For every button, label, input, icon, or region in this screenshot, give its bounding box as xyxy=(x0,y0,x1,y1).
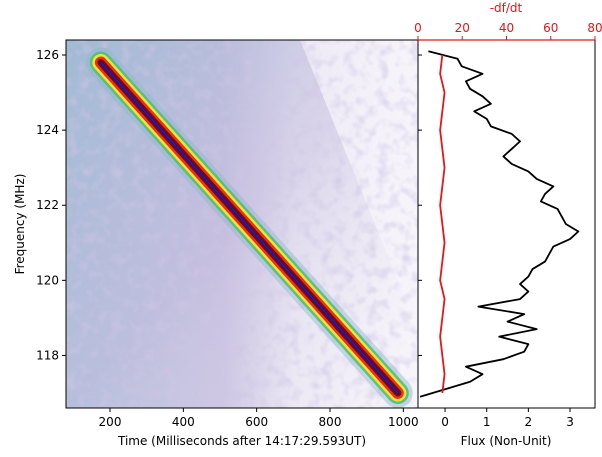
dfdt-top-axis: 0 20 40 60 80 xyxy=(414,21,602,40)
spectrum-x-tick-label: 400 xyxy=(172,415,195,429)
flux-x-tick-label: 0 xyxy=(441,415,449,429)
spectrum-x-tick-label: 200 xyxy=(99,415,122,429)
spectrum-x-tick-label: 1000 xyxy=(388,415,419,429)
flux-panel: 0 1 2 3 0 20 40 60 80 Flux (Non-Unit) -df/dt xyxy=(414,1,602,448)
flux-x-label: Flux (Non-Unit) xyxy=(461,434,552,448)
spectrum-y-tick-label: 118 xyxy=(36,348,59,362)
dfdt-top-tick-label: 40 xyxy=(499,21,514,35)
dfdt-top-label: -df/dt xyxy=(490,1,523,15)
dfdt-top-tick-label: 60 xyxy=(543,21,558,35)
spectrum-y-tick-label: 120 xyxy=(36,273,59,287)
spectrum-x-tick-label: 800 xyxy=(319,415,342,429)
spectrum-x-axis: 200 400 600 800 1000 xyxy=(99,408,419,429)
flux-x-tick-label: 3 xyxy=(566,415,574,429)
flux-x-axis: 0 1 2 3 xyxy=(441,408,574,429)
spectrum-x-tick-label: 600 xyxy=(245,415,268,429)
dfdt-top-tick-label: 20 xyxy=(455,21,470,35)
spectrum-y-tick-label: 126 xyxy=(36,48,59,62)
flux-series-line xyxy=(419,50,580,398)
spectrum-image xyxy=(66,40,418,408)
flux-x-tick-label: 1 xyxy=(483,415,491,429)
spectrum-y-tick-label: 124 xyxy=(36,123,59,137)
spectrum-y-label: Frequency (MHz) xyxy=(13,174,27,275)
spectrum-x-label: Time (Milliseconds after 14:17:29.593UT) xyxy=(117,434,366,448)
spectrum-y-axis: 118 120 122 124 126 xyxy=(36,48,66,362)
dfdt-top-tick-label: 0 xyxy=(414,21,422,35)
flux-y-axis xyxy=(418,54,422,356)
dfdt-top-tick-label: 80 xyxy=(587,21,602,35)
drift-fit-line xyxy=(100,61,399,394)
spectrum-y-tick-label: 122 xyxy=(36,198,59,212)
dfdt-series-line xyxy=(439,54,446,394)
spectrum-panel: 200 400 600 800 1000 118 120 122 124 126 Time (M… xyxy=(13,39,419,448)
flux-x-tick-label: 2 xyxy=(525,415,533,429)
